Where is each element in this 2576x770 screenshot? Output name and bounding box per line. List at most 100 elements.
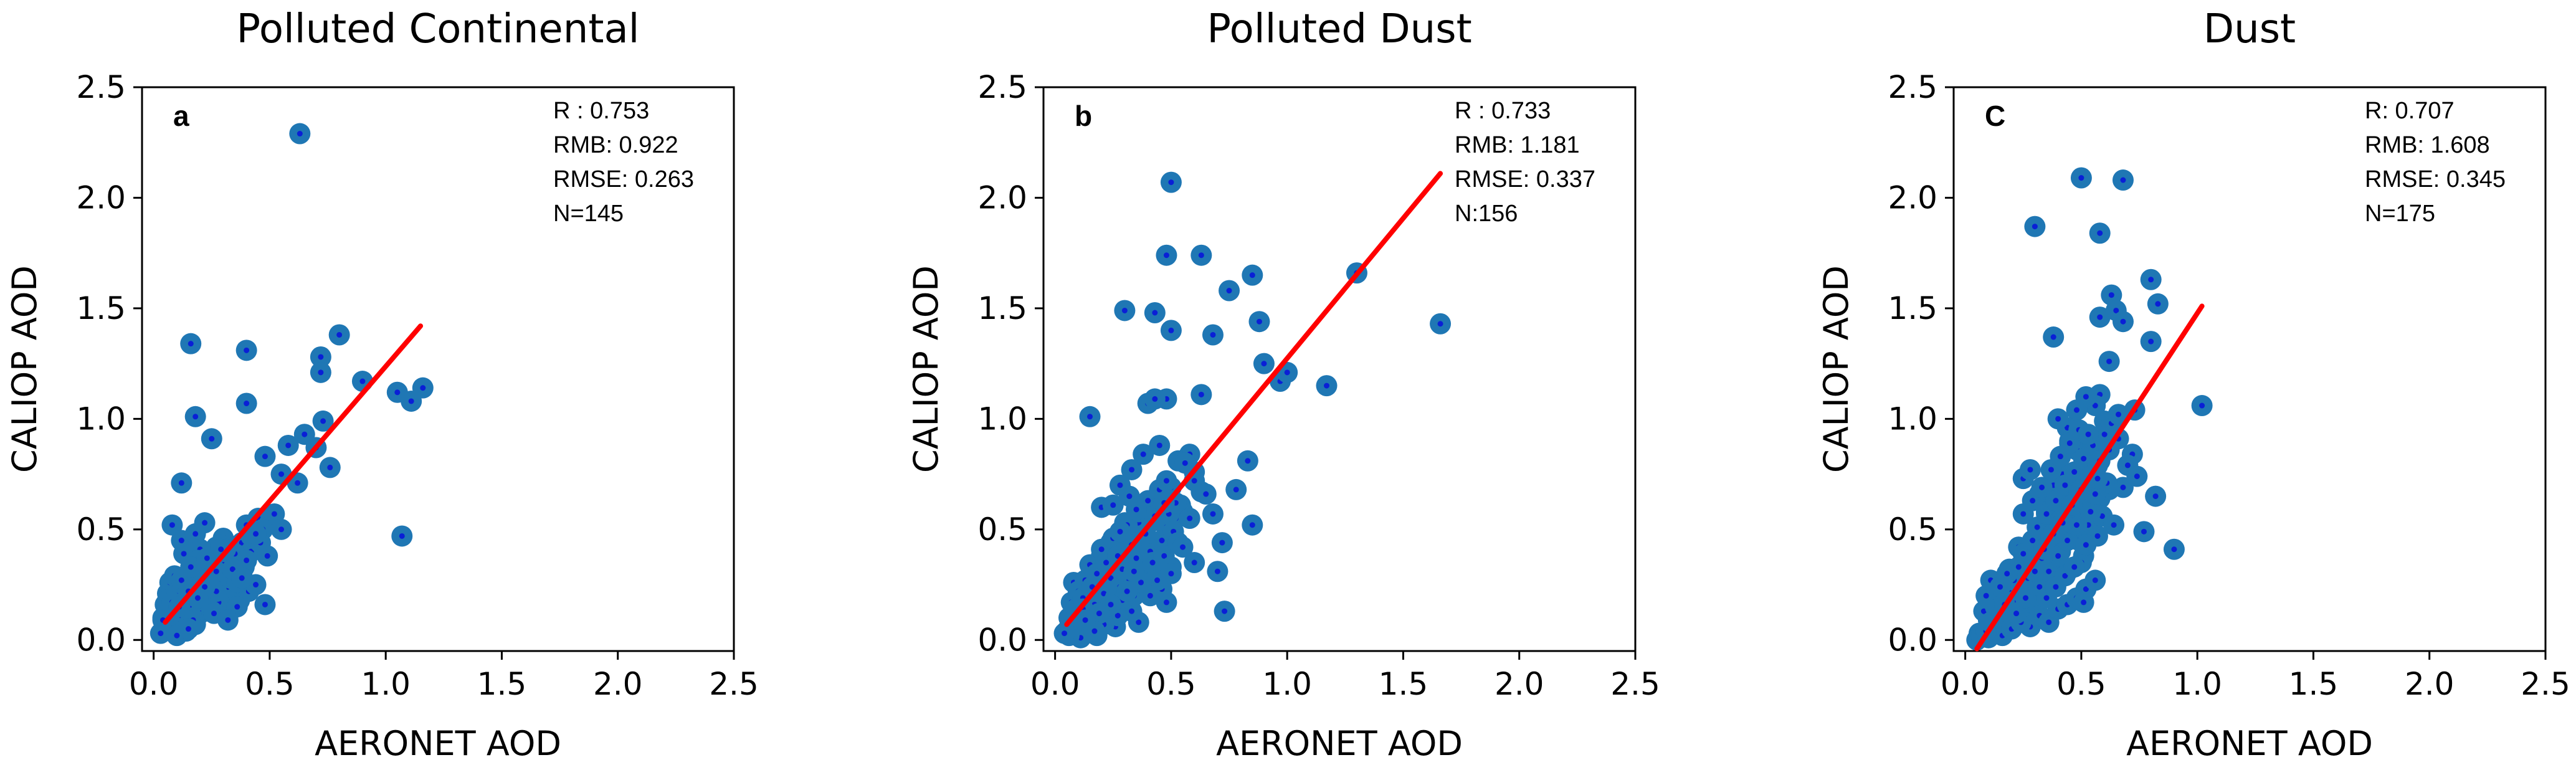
plot-frame [141, 86, 735, 652]
data-point-center [2020, 551, 2027, 557]
data-point-center [229, 566, 235, 573]
data-point-center [2055, 416, 2061, 422]
data-point-center [327, 464, 333, 470]
data-point-center [2022, 595, 2028, 601]
data-point-center [2043, 595, 2050, 601]
data-point-center [1159, 538, 1165, 544]
data-point-center [1226, 288, 1232, 294]
data-point-center [244, 557, 250, 563]
scatter-panel-polluted-dust: Polluted Dust 0.0 0.5 1.0 1.5 2.0 2.5 0.0 0.5 1.0… [901, 0, 1760, 770]
data-point-center [2083, 394, 2089, 400]
data-point-center [169, 522, 175, 528]
data-point-center [1168, 327, 1174, 333]
data-point-center [2083, 586, 2089, 592]
data-point-center [2092, 491, 2098, 497]
data-point-center [1163, 478, 1169, 484]
data-point-center [178, 480, 184, 486]
data-point-center [1156, 442, 1162, 449]
y-axis-label: CALIOP AOD [5, 265, 44, 473]
x-axis-label: AERONET AOD [315, 724, 561, 763]
data-point-center [2046, 568, 2052, 574]
data-point-center [1210, 331, 1216, 338]
stat-line: N=145 [553, 201, 624, 227]
data-point-center [2055, 553, 2061, 559]
data-point-center [1098, 546, 1105, 553]
stat-line: RMSE: 0.263 [553, 166, 694, 192]
data-point-center [1091, 628, 1098, 634]
data-point-center [2062, 482, 2068, 488]
data-point-center [225, 617, 231, 623]
data-point-center [1245, 458, 1251, 464]
scatter-panel-polluted-continental: Polluted Continental 0.0 0.5 1.0 1.5 2.0 2.5 0.… [0, 0, 858, 770]
data-point-center [1082, 617, 1088, 623]
data-point-center [1149, 559, 1156, 566]
data-point-center [1115, 612, 1121, 619]
x-tick-label: 2.0 [2405, 666, 2455, 702]
data-point-center [158, 630, 164, 637]
data-point-center [2111, 522, 2117, 528]
y-tick-label: 0.5 [977, 511, 1027, 548]
stat-line: N:156 [1455, 201, 1518, 227]
data-point-center [285, 442, 292, 449]
data-point-center [181, 551, 187, 557]
data-point-center [2152, 493, 2159, 500]
data-point-center [192, 531, 199, 537]
data-point-center [1191, 559, 1197, 566]
data-point-center [1980, 608, 1987, 614]
x-tick-label: 2.0 [1495, 666, 1544, 702]
x-tick-label: 0.5 [245, 666, 295, 702]
data-point-center [2057, 454, 2063, 460]
data-point-center [188, 564, 194, 570]
x-tick-label: 1.0 [1262, 666, 1312, 702]
data-point-center [2094, 475, 2101, 482]
data-point-center [211, 611, 217, 617]
x-tick-label: 2.5 [709, 666, 759, 702]
data-point-center [2071, 564, 2078, 570]
data-point-center [2113, 307, 2119, 313]
data-point-center [244, 347, 250, 353]
data-point-center [2148, 338, 2154, 345]
stat-line: RMB: 1.181 [1455, 132, 1580, 158]
panel-letter: b [1075, 100, 1092, 132]
data-point-center [2043, 511, 2050, 517]
data-point-center [234, 604, 240, 610]
y-tick-label: 0.5 [76, 511, 126, 548]
y-tick-label: 0.0 [977, 622, 1027, 658]
data-point-center [1154, 577, 1161, 583]
data-point-center [1133, 555, 1139, 561]
data-point-center [1203, 491, 1209, 497]
data-point-center [1997, 584, 2003, 590]
data-point-center [2088, 508, 2094, 515]
data-point-center [1198, 252, 1204, 259]
y-tick-label: 1.5 [1888, 290, 1937, 326]
chart-title: Polluted Continental [237, 6, 640, 52]
data-point-center [1152, 396, 1158, 402]
data-point-center [202, 584, 208, 590]
stat-line: N=175 [2365, 201, 2435, 227]
y-tick-label: 1.0 [1888, 401, 1937, 437]
y-axis-label: CALIOP AOD [906, 265, 946, 473]
data-point-center [1152, 310, 1158, 316]
x-axis-label: AERONET AOD [1216, 724, 1463, 763]
data-point-center [1983, 592, 1989, 599]
data-point-center [1062, 630, 1068, 637]
data-point-center [1324, 383, 1330, 389]
data-point-center [295, 480, 301, 486]
data-point-center [1096, 611, 1102, 617]
data-point-center [1261, 361, 1267, 367]
data-point-center [318, 369, 324, 376]
y-tick-label: 2.5 [76, 69, 126, 105]
data-point-center [2030, 498, 2036, 504]
data-point-center [194, 595, 201, 601]
data-point-center [1210, 511, 1216, 517]
data-point-center [1249, 272, 1255, 278]
y-tick-label: 1.5 [76, 290, 126, 326]
data-point-center [262, 454, 268, 460]
data-point-center [2108, 292, 2114, 298]
data-point-center [1133, 506, 1139, 513]
data-point-center [2015, 564, 2022, 570]
x-tick-label: 0.0 [1030, 666, 1080, 702]
data-point-center [239, 575, 245, 581]
data-point-center [1147, 592, 1153, 599]
data-point-center [192, 414, 199, 420]
